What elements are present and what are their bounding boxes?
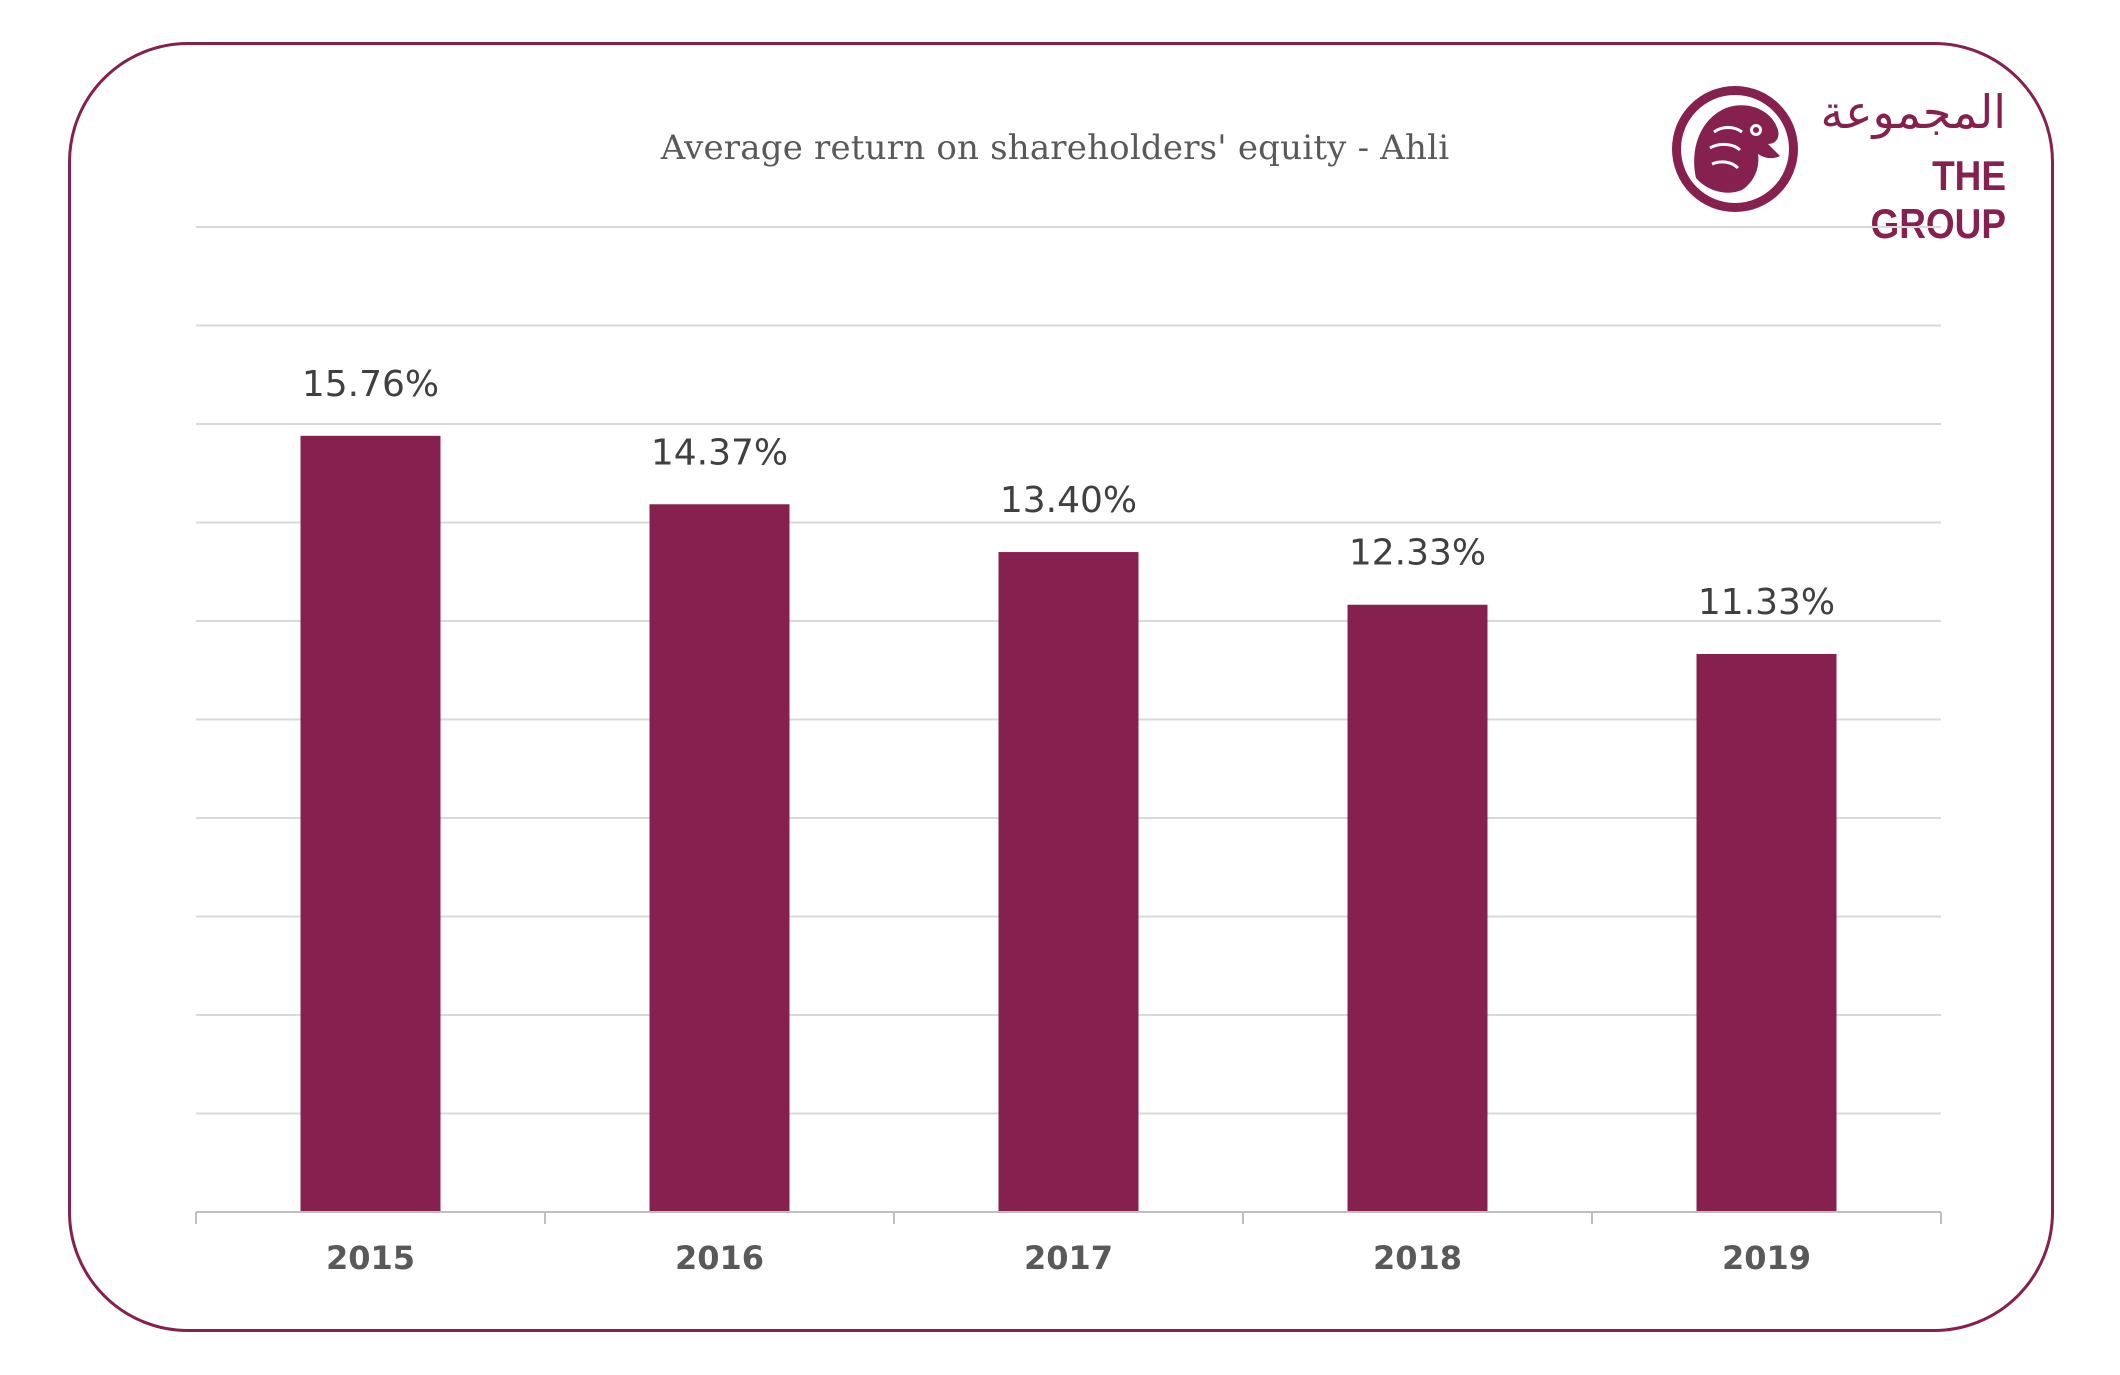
company-logo: المجموعة THE GROUP bbox=[1668, 82, 2008, 247]
x-axis: 2015 2016 2017 2018 2019 bbox=[195, 1211, 1942, 1277]
x-tick-label-2015: 2015 bbox=[326, 1239, 415, 1277]
data-label-2017: 13.40% bbox=[1000, 480, 1137, 521]
bar-2017 bbox=[998, 552, 1139, 1212]
bar-2018 bbox=[1347, 604, 1488, 1212]
data-label-2018: 12.33% bbox=[1349, 533, 1486, 574]
x-tick-label-2016: 2016 bbox=[675, 1239, 764, 1277]
chart-frame bbox=[68, 42, 2054, 1332]
x-tick-label-2018: 2018 bbox=[1373, 1239, 1462, 1277]
logo-arabic-text: المجموعة bbox=[1820, 85, 2006, 139]
bar-2015 bbox=[300, 435, 441, 1212]
logo-english-text: THE GROUP bbox=[1870, 152, 2006, 247]
chart-title: Average return on shareholders' equity -… bbox=[660, 128, 1450, 168]
bar-2016 bbox=[649, 504, 790, 1213]
data-labels: 15.76% 14.37% 13.40% 12.33% 11.33% bbox=[302, 364, 1835, 623]
x-tick-label-2017: 2017 bbox=[1024, 1239, 1113, 1277]
data-label-2015: 15.76% bbox=[302, 364, 439, 405]
x-tick-label-2019: 2019 bbox=[1722, 1239, 1811, 1277]
bar-2019 bbox=[1696, 653, 1837, 1212]
data-label-2019: 11.33% bbox=[1698, 582, 1835, 623]
bars bbox=[300, 435, 1837, 1213]
falcon-head-icon bbox=[1672, 86, 1798, 212]
data-label-2016: 14.37% bbox=[651, 432, 788, 473]
